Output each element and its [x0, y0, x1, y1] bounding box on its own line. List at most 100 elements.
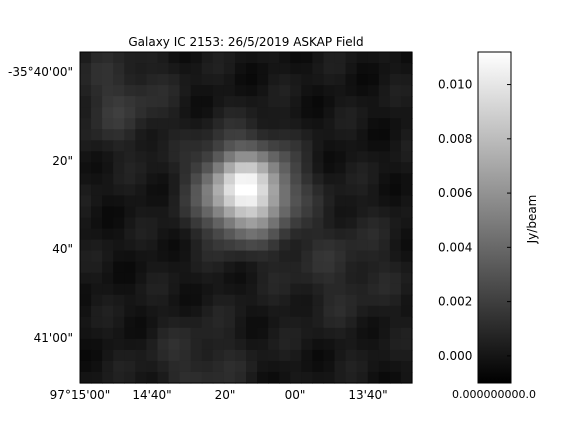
image-pixel [356, 151, 369, 163]
image-pixel [334, 261, 347, 274]
image-pixel [201, 349, 214, 362]
image-pixel [135, 206, 147, 219]
image-pixel [223, 162, 236, 174]
image-pixel [312, 184, 325, 197]
image-pixel [268, 151, 280, 163]
image-pixel [212, 338, 225, 351]
image-pixel [234, 52, 247, 64]
image-pixel [135, 96, 147, 108]
image-pixel [323, 118, 336, 130]
image-pixel [400, 118, 413, 130]
image-pixel [323, 74, 336, 86]
image-pixel [389, 250, 402, 263]
image-pixel [312, 118, 325, 130]
image-pixel [135, 151, 147, 163]
image-pixel [400, 206, 413, 219]
image-pixel [113, 206, 125, 219]
image-pixel [378, 360, 391, 373]
image-pixel [389, 261, 402, 274]
image-pixel [400, 217, 413, 230]
image-pixel [279, 184, 291, 197]
image-pixel [234, 63, 247, 75]
image-pixel [190, 107, 203, 119]
image-pixel [246, 261, 258, 274]
image-pixel [146, 272, 159, 285]
image-pixel [356, 118, 369, 130]
image-pixel [102, 316, 114, 329]
image-pixel [80, 283, 92, 296]
image-pixel [135, 74, 147, 86]
image-pixel [223, 294, 236, 307]
image-pixel [268, 195, 280, 208]
image-pixel [290, 129, 302, 141]
image-pixel [223, 316, 236, 329]
image-pixel [223, 360, 236, 373]
image-pixel [212, 272, 225, 285]
image-pixel [234, 140, 247, 152]
image-pixel [168, 140, 181, 152]
image-pixel [179, 63, 192, 75]
image-pixel [290, 327, 302, 340]
image-pixel [389, 272, 402, 285]
image-pixel [312, 228, 325, 241]
image-pixel [135, 294, 147, 307]
image-pixel [356, 338, 369, 351]
image-pixel [201, 96, 214, 108]
image-pixel [279, 107, 291, 119]
image-pixel [124, 228, 136, 241]
image-pixel [312, 316, 325, 329]
image-pixel [356, 195, 369, 208]
image-pixel [290, 272, 302, 285]
image-pixel [179, 261, 192, 274]
image-pixel [212, 228, 225, 241]
image-pixel [301, 283, 313, 296]
image-pixel [367, 118, 380, 130]
image-pixel [234, 250, 247, 263]
image-pixel [356, 294, 369, 307]
image-pixel [190, 151, 203, 163]
image-pixel [257, 206, 269, 219]
image-pixel [345, 338, 358, 351]
image-pixel [157, 184, 170, 197]
image-pixel [113, 129, 125, 141]
image-pixel [356, 272, 369, 285]
image-pixel [146, 349, 159, 362]
image-pixel [135, 63, 147, 75]
image-pixel [345, 305, 358, 318]
image-pixel [312, 327, 325, 340]
image-pixel [168, 371, 181, 384]
image-pixel [279, 96, 291, 108]
image-pixel [135, 228, 147, 241]
image-pixel [378, 206, 391, 219]
image-pixel [367, 305, 380, 318]
image-pixel [367, 184, 380, 197]
image-pixel [378, 140, 391, 152]
image-pixel [323, 228, 336, 241]
image-pixel [212, 305, 225, 318]
image-pixel [246, 294, 258, 307]
image-pixel [234, 305, 247, 318]
image-pixel [334, 195, 347, 208]
image-pixel [356, 52, 369, 64]
image-pixel [234, 217, 247, 230]
image-pixel [179, 173, 192, 185]
y-tick-label-4: 41'00" [34, 331, 73, 345]
image-pixel [334, 151, 347, 163]
image-pixel [91, 316, 103, 329]
image-pixel [246, 272, 258, 285]
image-pixel [268, 283, 280, 296]
image-pixel [356, 217, 369, 230]
image-pixel [246, 195, 258, 208]
image-pixel [367, 250, 380, 263]
image-pixel [80, 140, 92, 152]
image-pixel [157, 360, 170, 373]
image-pixel [124, 316, 136, 329]
image-pixel [190, 371, 203, 384]
image-pixel [91, 107, 103, 119]
image-pixel [179, 371, 192, 384]
image-pixel [146, 261, 159, 274]
image-pixel [345, 360, 358, 373]
image-pixel [190, 272, 203, 285]
image-pixel [80, 316, 92, 329]
image-pixel [80, 52, 92, 64]
